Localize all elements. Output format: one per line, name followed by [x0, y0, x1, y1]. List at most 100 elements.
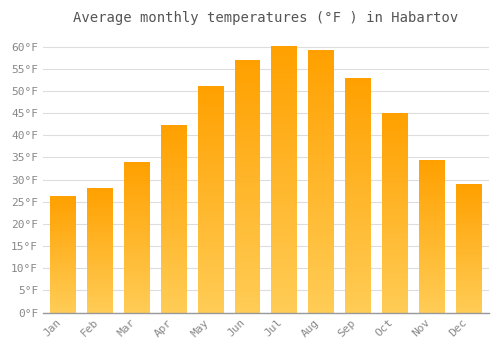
Bar — [382, 193, 408, 195]
Bar — [419, 298, 444, 299]
Bar — [382, 173, 408, 175]
Bar — [124, 290, 150, 292]
Bar — [272, 129, 297, 133]
Bar — [161, 254, 186, 256]
Bar — [87, 219, 113, 220]
Bar — [124, 309, 150, 311]
Bar — [234, 148, 260, 152]
Bar — [382, 300, 408, 303]
Bar — [234, 278, 260, 281]
Bar — [382, 133, 408, 135]
Bar — [87, 309, 113, 311]
Bar — [161, 139, 186, 141]
Bar — [161, 303, 186, 306]
Bar — [456, 263, 481, 264]
Bar — [124, 243, 150, 245]
Bar — [87, 205, 113, 206]
Bar — [308, 132, 334, 135]
Bar — [382, 273, 408, 275]
Bar — [308, 60, 334, 63]
Bar — [345, 218, 371, 222]
Bar — [124, 190, 150, 192]
Bar — [382, 283, 408, 285]
Bar — [87, 308, 113, 309]
Bar — [308, 135, 334, 139]
Bar — [161, 226, 186, 228]
Bar — [419, 231, 444, 233]
Bar — [87, 217, 113, 219]
Bar — [456, 264, 481, 266]
Bar — [419, 301, 444, 303]
Bar — [198, 188, 224, 191]
Bar — [345, 298, 371, 301]
Bar — [234, 272, 260, 275]
Bar — [456, 296, 481, 298]
Bar — [456, 194, 481, 195]
Bar — [87, 294, 113, 295]
Bar — [308, 303, 334, 306]
Bar — [124, 232, 150, 233]
Bar — [272, 133, 297, 136]
Bar — [382, 295, 408, 298]
Bar — [50, 232, 76, 234]
Bar — [50, 208, 76, 209]
Bar — [345, 145, 371, 148]
Bar — [419, 195, 444, 197]
Bar — [456, 223, 481, 224]
Bar — [161, 137, 186, 139]
Bar — [382, 118, 408, 120]
Bar — [87, 228, 113, 230]
Bar — [198, 281, 224, 284]
Bar — [124, 233, 150, 235]
Bar — [87, 230, 113, 231]
Bar — [456, 187, 481, 189]
Bar — [124, 211, 150, 213]
Bar — [382, 303, 408, 305]
Bar — [382, 298, 408, 300]
Bar — [308, 53, 334, 57]
Bar — [87, 208, 113, 209]
Bar — [124, 162, 150, 164]
Bar — [345, 180, 371, 183]
Bar — [87, 211, 113, 212]
Bar — [50, 240, 76, 241]
Bar — [308, 191, 334, 195]
Bar — [87, 250, 113, 252]
Bar — [419, 295, 444, 298]
Bar — [272, 226, 297, 229]
Bar — [198, 123, 224, 126]
Bar — [456, 186, 481, 187]
Bar — [50, 273, 76, 275]
Bar — [124, 216, 150, 218]
Bar — [308, 158, 334, 162]
Bar — [272, 116, 297, 119]
Bar — [50, 224, 76, 225]
Bar — [50, 278, 76, 279]
Bar — [87, 188, 113, 189]
Bar — [345, 148, 371, 151]
Bar — [382, 225, 408, 228]
Bar — [124, 209, 150, 211]
Bar — [419, 265, 444, 267]
Bar — [419, 261, 444, 263]
Bar — [50, 285, 76, 286]
Bar — [87, 295, 113, 297]
Bar — [272, 266, 297, 269]
Bar — [234, 155, 260, 158]
Bar — [456, 290, 481, 292]
Bar — [272, 299, 297, 303]
Bar — [382, 205, 408, 208]
Bar — [161, 184, 186, 186]
Bar — [50, 305, 76, 307]
Bar — [272, 293, 297, 296]
Bar — [345, 272, 371, 274]
Bar — [50, 202, 76, 203]
Bar — [308, 270, 334, 273]
Bar — [87, 252, 113, 253]
Bar — [308, 247, 334, 250]
Bar — [419, 204, 444, 206]
Bar — [272, 60, 297, 63]
Bar — [161, 296, 186, 299]
Bar — [234, 243, 260, 246]
Bar — [272, 46, 297, 49]
